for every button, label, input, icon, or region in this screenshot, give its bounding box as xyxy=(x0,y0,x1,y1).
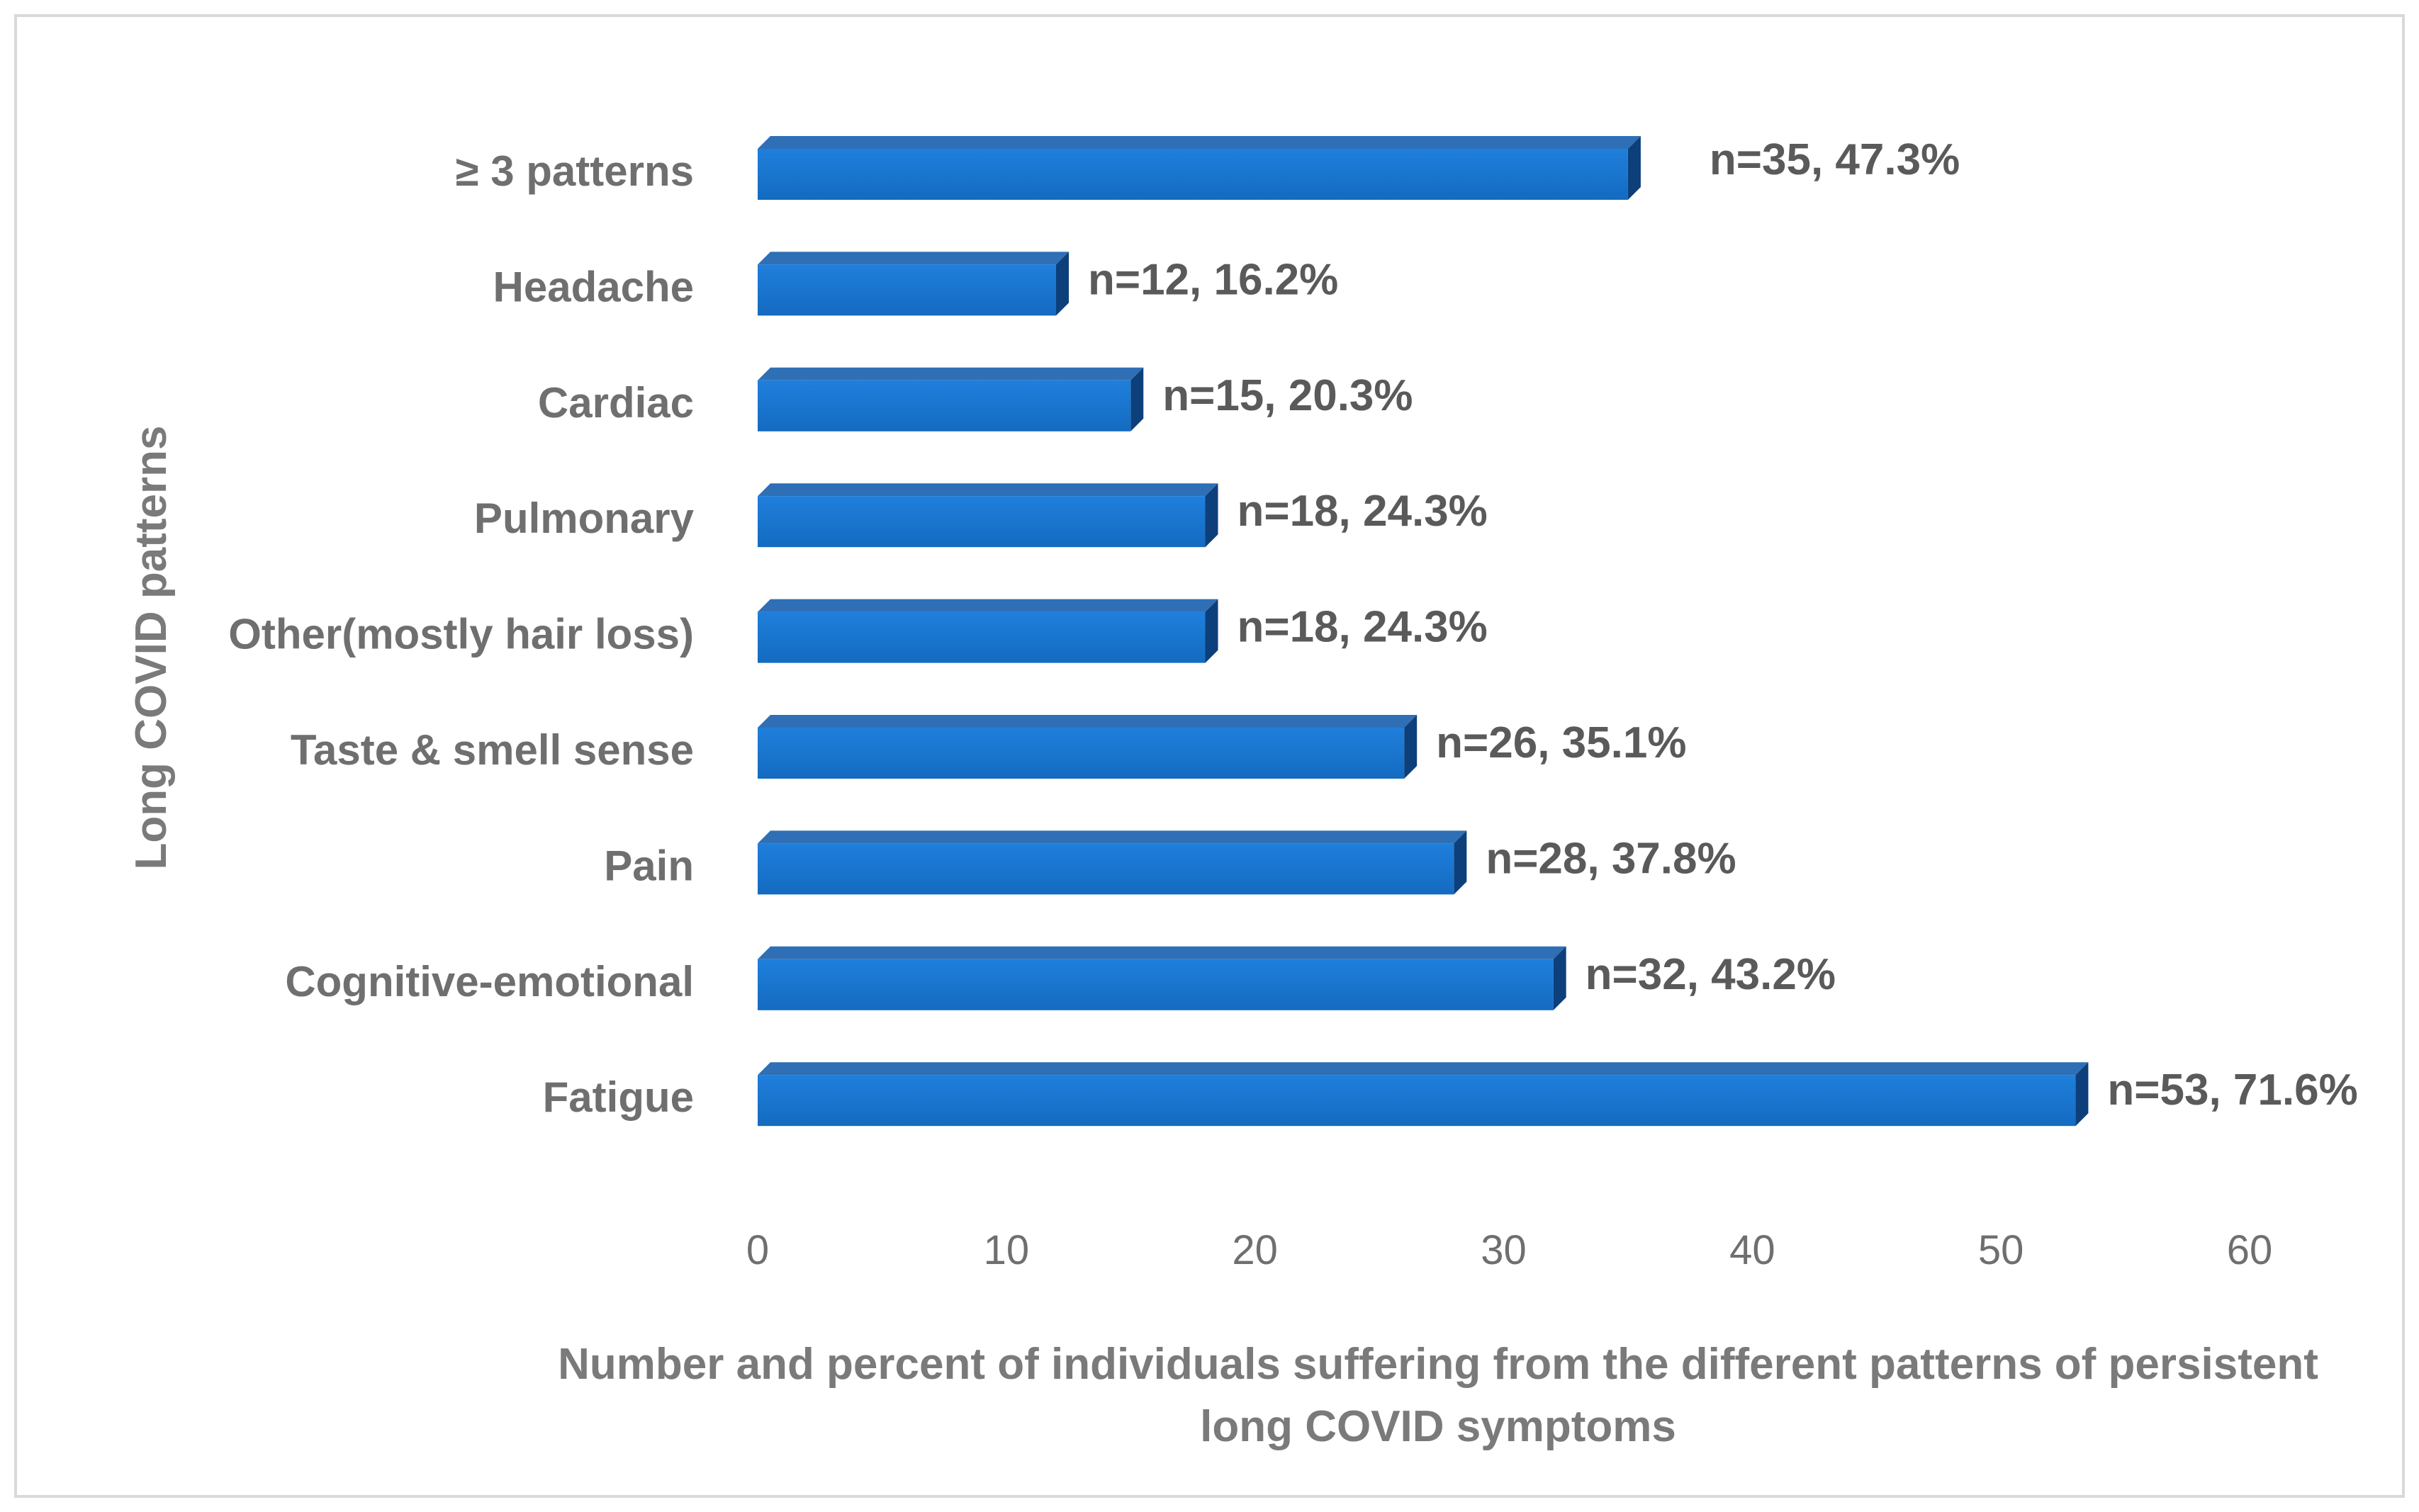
x-tick-label: 10 xyxy=(984,1227,1030,1273)
bar-group: Other(mostly hair loss) n=18, 24.3% xyxy=(228,599,1488,663)
bar-side-face xyxy=(1553,946,1566,1010)
bar xyxy=(758,149,1628,200)
data-label: n=28, 37.8% xyxy=(1486,834,1736,883)
bar-top-face xyxy=(758,252,1069,265)
category-label: Pain xyxy=(604,842,694,889)
bar-top-face xyxy=(758,599,1218,612)
bar-chart: Long COVID patterns ≥ 3 patterns n=35, 47… xyxy=(127,135,2358,1451)
bar-side-face xyxy=(1130,367,1144,431)
x-tick-label: 20 xyxy=(1232,1227,1278,1273)
bar-side-face xyxy=(1205,599,1218,663)
bar-side-face xyxy=(1205,483,1218,548)
category-label: ≥ 3 patterns xyxy=(456,147,694,195)
bar-side-face xyxy=(1056,252,1069,316)
category-label: Pulmonary xyxy=(474,495,695,542)
bar-group: ≥ 3 patterns n=35, 47.3% xyxy=(456,135,1960,200)
x-tick-label: 60 xyxy=(2227,1227,2273,1273)
data-label: n=53, 71.6% xyxy=(2107,1066,2357,1115)
bar-group: Cardiac n=15, 20.3% xyxy=(538,367,1413,431)
data-label: n=26, 35.1% xyxy=(1436,718,1686,767)
data-label: n=12, 16.2% xyxy=(1088,255,1338,304)
data-label: n=15, 20.3% xyxy=(1162,371,1413,420)
bar xyxy=(758,843,1454,895)
bar xyxy=(758,496,1206,548)
data-label: n=18, 24.3% xyxy=(1237,603,1488,652)
bar-top-face xyxy=(758,715,1418,728)
bar xyxy=(758,728,1405,779)
bars-layer: ≥ 3 patterns n=35, 47.3% Headache n=12, 16.… xyxy=(228,135,2358,1127)
data-label: n=32, 43.2% xyxy=(1585,950,1836,999)
data-label: n=18, 24.3% xyxy=(1237,487,1488,536)
category-label: Other(mostly hair loss) xyxy=(228,611,694,658)
bar-side-face xyxy=(2075,1062,2089,1127)
bar-top-face xyxy=(758,136,1641,149)
bar xyxy=(758,1075,2076,1127)
x-tick-label: 40 xyxy=(1729,1227,1775,1273)
bar-group: Headache n=12, 16.2% xyxy=(493,252,1338,316)
x-axis-title-line-1: Number and percent of individuals suffer… xyxy=(558,1340,2318,1389)
x-axis-title-line-2: long COVID symptoms xyxy=(1200,1402,1676,1451)
bar-group: Pulmonary n=18, 24.3% xyxy=(474,483,1488,548)
category-label: Headache xyxy=(493,263,694,310)
bar-side-face xyxy=(1404,715,1418,779)
bar-top-face xyxy=(758,946,1566,959)
x-axis-ticks: 0 10 20 30 40 50 60 xyxy=(746,1227,2272,1273)
bar-group: Pain n=28, 37.8% xyxy=(604,830,1736,895)
x-axis-title: Number and percent of individuals suffer… xyxy=(558,1340,2318,1451)
bar-group: Fatigue n=53, 71.6% xyxy=(543,1062,2358,1127)
x-tick-label: 0 xyxy=(746,1227,769,1273)
bar-top-face xyxy=(758,483,1218,497)
bar xyxy=(758,959,1554,1010)
category-label: Fatigue xyxy=(543,1073,694,1121)
x-tick-label: 50 xyxy=(1978,1227,2024,1273)
bar-top-face xyxy=(758,367,1144,380)
category-label: Taste & smell sense xyxy=(291,726,694,774)
x-tick-label: 30 xyxy=(1481,1227,1527,1273)
bar-top-face xyxy=(758,830,1467,844)
bar xyxy=(758,611,1206,663)
data-label: n=35, 47.3% xyxy=(1710,135,1960,184)
bar xyxy=(758,264,1056,316)
bar-side-face xyxy=(1627,136,1641,200)
category-label: Cognitive-emotional xyxy=(285,958,694,1005)
bar-top-face xyxy=(758,1062,2089,1076)
bar-side-face xyxy=(1454,830,1467,895)
category-label: Cardiac xyxy=(538,379,694,427)
bar xyxy=(758,380,1131,431)
bar-group: Cognitive-emotional n=32, 43.2% xyxy=(285,946,1836,1010)
chart-frame: Long COVID patterns ≥ 3 patterns n=35, 47… xyxy=(14,14,2405,1498)
y-axis-title: Long COVID patterns xyxy=(127,426,176,870)
bar-group: Taste & smell sense n=26, 35.1% xyxy=(291,715,1686,779)
